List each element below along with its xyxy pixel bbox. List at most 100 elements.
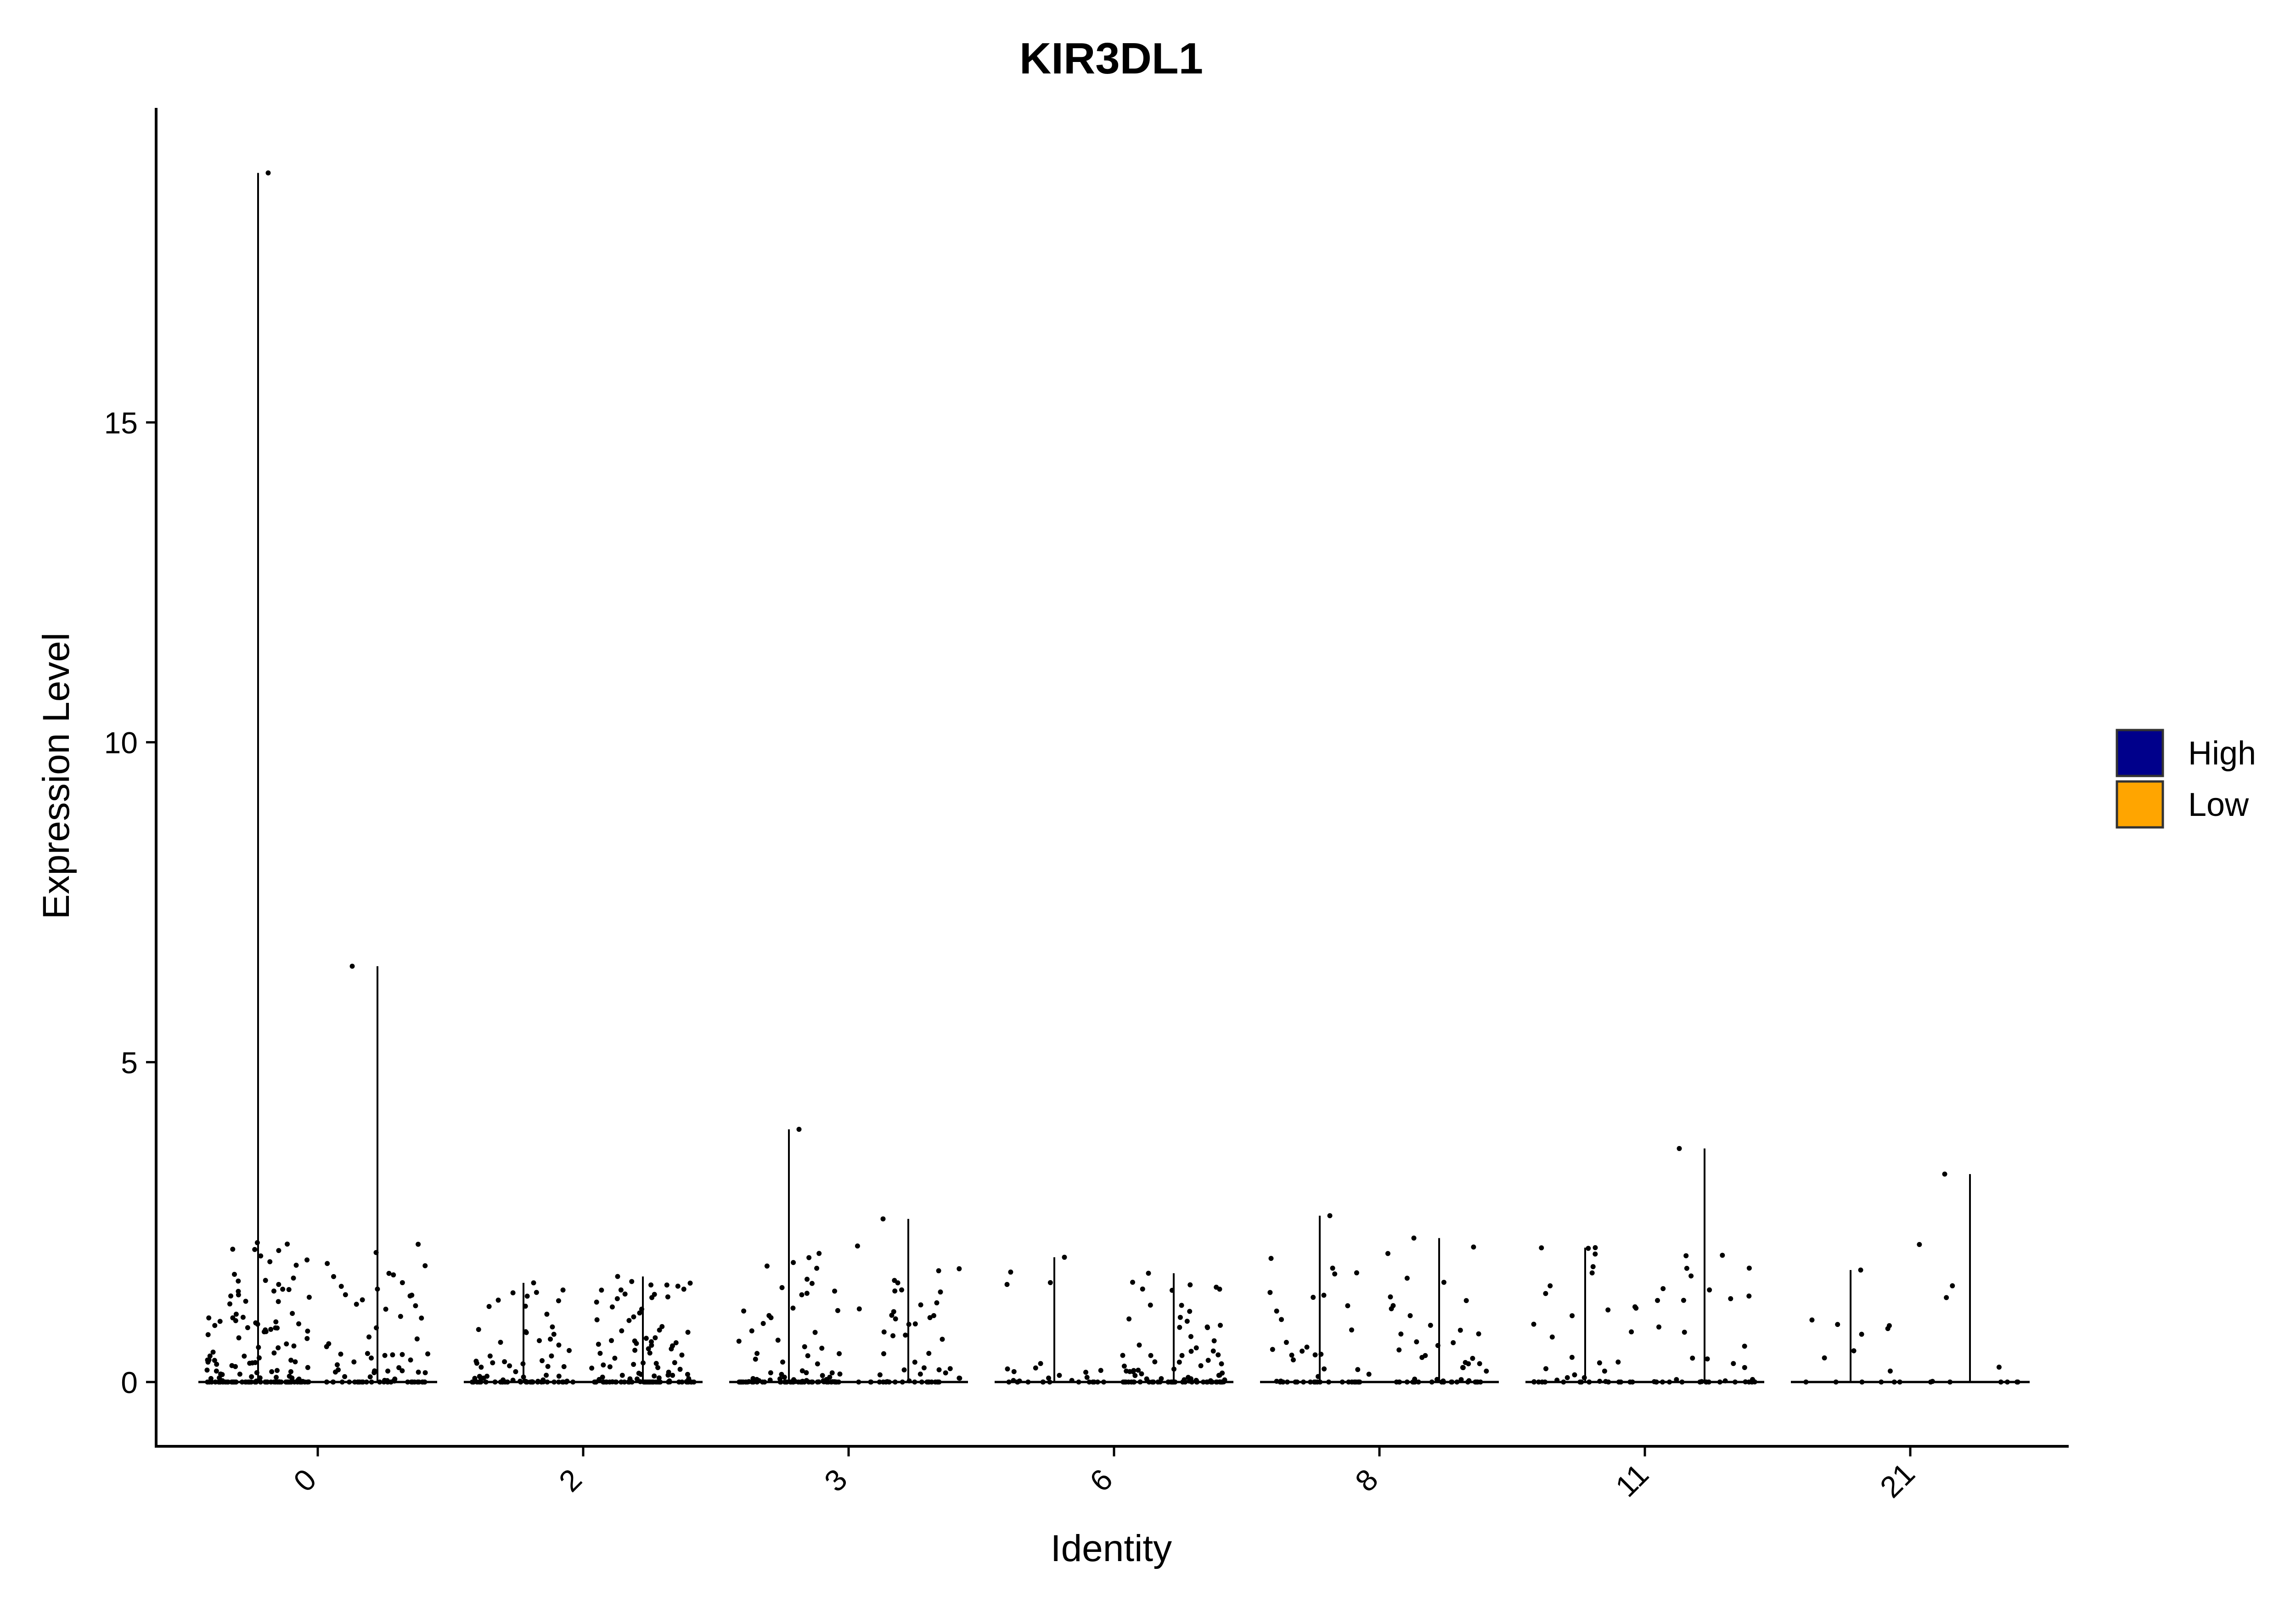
data-point xyxy=(938,1289,943,1295)
data-point xyxy=(1194,1379,1199,1385)
data-point xyxy=(365,1351,370,1356)
data-point xyxy=(829,1370,835,1376)
data-point xyxy=(229,1363,235,1368)
data-point xyxy=(921,1365,927,1371)
data-point xyxy=(804,1291,810,1296)
data-point xyxy=(419,1315,424,1321)
data-point xyxy=(391,1378,397,1383)
data-point xyxy=(760,1320,766,1326)
data-point xyxy=(495,1298,501,1303)
data-point xyxy=(622,1291,628,1297)
data-point xyxy=(510,1377,516,1383)
data-point xyxy=(1069,1378,1075,1383)
data-point xyxy=(1198,1363,1204,1369)
data-point xyxy=(1705,1356,1710,1362)
data-point xyxy=(738,1379,743,1385)
data-point xyxy=(799,1368,805,1374)
data-point xyxy=(1210,1348,1216,1354)
data-point xyxy=(1441,1378,1446,1384)
data-point xyxy=(883,1379,889,1385)
data-point xyxy=(1095,1379,1100,1385)
data-point xyxy=(1891,1379,1897,1385)
data-point xyxy=(1274,1378,1279,1384)
data-point xyxy=(607,1364,613,1370)
data-point xyxy=(1618,1379,1624,1385)
data-point xyxy=(1416,1379,1421,1385)
data-point xyxy=(1180,1379,1186,1385)
data-point xyxy=(271,1350,277,1356)
data-point xyxy=(1188,1376,1193,1382)
data-point xyxy=(510,1290,516,1296)
data-point xyxy=(856,1379,861,1385)
data-point xyxy=(664,1282,670,1288)
data-point xyxy=(893,1316,898,1322)
data-point xyxy=(1322,1366,1327,1371)
data-point xyxy=(775,1337,781,1343)
data-point xyxy=(293,1263,299,1268)
data-point xyxy=(1947,1379,1953,1385)
data-point xyxy=(544,1311,550,1317)
data-point xyxy=(305,1379,310,1385)
data-point xyxy=(382,1353,388,1358)
data-point xyxy=(653,1335,658,1341)
data-point xyxy=(1137,1379,1143,1385)
data-point xyxy=(1652,1379,1657,1384)
y-axis-title: Expression Level xyxy=(35,633,77,919)
data-point xyxy=(1396,1347,1402,1353)
data-point xyxy=(1214,1284,1219,1290)
data-point xyxy=(1589,1270,1595,1275)
data-point xyxy=(645,1379,650,1385)
data-point xyxy=(1011,1378,1016,1383)
data-point xyxy=(207,1353,213,1359)
data-point xyxy=(355,1379,360,1385)
data-point xyxy=(1136,1367,1141,1373)
data-point xyxy=(523,1330,529,1335)
legend: High Low xyxy=(2116,729,2256,829)
data-point xyxy=(1404,1379,1410,1385)
data-point xyxy=(670,1372,675,1378)
data-point xyxy=(1200,1379,1206,1385)
data-point xyxy=(672,1360,677,1365)
data-point xyxy=(207,1379,212,1385)
data-point xyxy=(253,1379,259,1385)
data-point xyxy=(764,1263,770,1269)
data-point xyxy=(548,1337,553,1342)
data-point xyxy=(599,1287,604,1293)
data-point xyxy=(1221,1379,1227,1385)
data-point xyxy=(855,1243,860,1249)
data-point xyxy=(422,1370,428,1376)
data-point xyxy=(382,1377,388,1383)
data-point xyxy=(498,1339,503,1345)
data-point xyxy=(478,1365,484,1370)
data-point xyxy=(492,1379,498,1385)
data-point xyxy=(1300,1349,1305,1354)
data-point xyxy=(877,1372,883,1377)
data-point xyxy=(408,1357,413,1363)
data-point xyxy=(1129,1379,1134,1385)
data-point xyxy=(1123,1379,1129,1385)
data-point xyxy=(592,1379,597,1385)
data-point xyxy=(912,1360,917,1365)
data-point xyxy=(890,1333,896,1338)
data-point xyxy=(1554,1377,1560,1383)
data-point xyxy=(326,1341,332,1347)
data-point xyxy=(780,1359,785,1365)
data-point xyxy=(1410,1379,1416,1385)
data-point xyxy=(269,1369,275,1375)
data-point xyxy=(1390,1303,1396,1309)
data-point xyxy=(837,1351,842,1356)
data-point xyxy=(631,1362,636,1367)
data-point-max xyxy=(1593,1245,1598,1250)
data-point xyxy=(1339,1379,1345,1385)
data-point xyxy=(1308,1379,1313,1385)
data-point xyxy=(1404,1275,1410,1281)
data-point xyxy=(685,1330,691,1335)
data-point xyxy=(648,1339,654,1344)
x-tick-label: 11 xyxy=(1609,1457,1655,1503)
data-point-max xyxy=(265,170,271,176)
data-point xyxy=(288,1357,294,1363)
data-point xyxy=(325,1261,330,1266)
data-point xyxy=(1750,1377,1756,1382)
data-point-max xyxy=(880,1216,886,1222)
data-point xyxy=(545,1364,551,1369)
